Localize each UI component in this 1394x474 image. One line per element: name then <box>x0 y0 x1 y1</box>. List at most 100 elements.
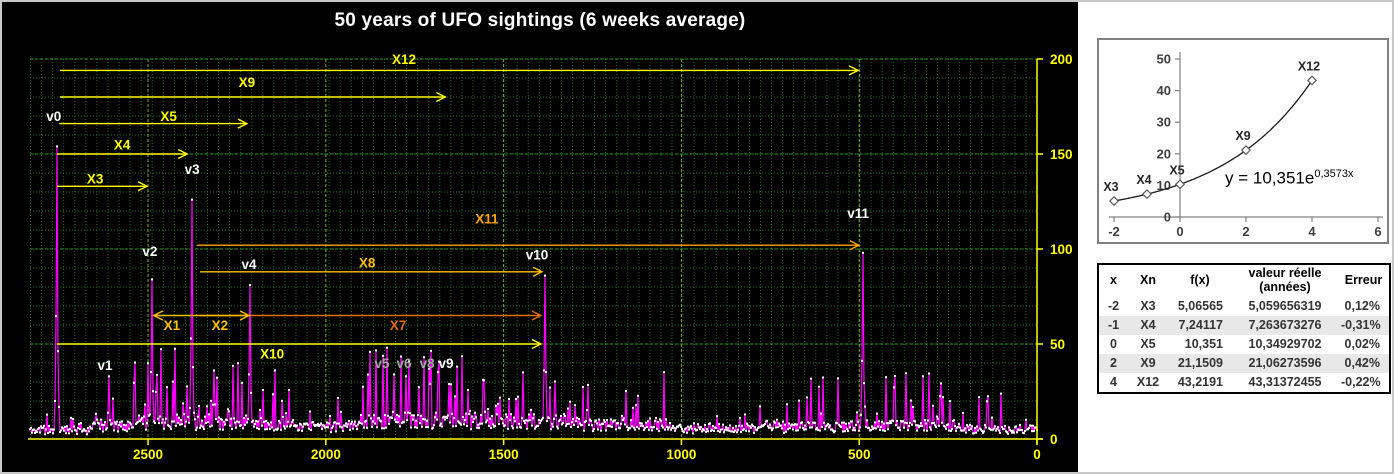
fit-point-X5 <box>1174 179 1186 190</box>
fit-equation: y = 10,351e0,3573x <box>1225 168 1353 189</box>
fit-table-cell-X5-1: X5 <box>1140 337 1156 351</box>
label-v5: v5 <box>375 356 391 371</box>
fit-table-cell-X4-1: X4 <box>1128 315 1168 335</box>
label-v0: v0 <box>46 109 61 124</box>
label-v10: v10 <box>526 248 549 263</box>
fit-table-cell-X4-0: -1 <box>1098 315 1128 335</box>
label-v2: v2 <box>142 244 157 259</box>
arrow-X7 <box>199 310 543 321</box>
label-X12: X12 <box>392 52 416 67</box>
label-X10: X10 <box>260 347 284 362</box>
fit-table-cell-X4-3: 7,263673276 <box>1232 315 1338 335</box>
fit-table-cell-X9-1: X9 <box>1128 353 1168 373</box>
label-X8: X8 <box>359 255 376 270</box>
fit-axes: 0 10 20 30 40 50 -2 0 2 4 6 <box>1108 52 1383 239</box>
arrow-X4 <box>57 148 189 160</box>
x-tick-500: 500 <box>848 447 871 462</box>
fit-x-tick-0: 0 <box>1176 224 1183 239</box>
fit-y-tick-50: 50 <box>1157 52 1171 67</box>
ufo-series-line <box>29 146 1038 436</box>
label-v4: v4 <box>242 257 258 272</box>
label-v8: v8 <box>420 356 436 371</box>
x-tick-2500: 2500 <box>133 447 163 462</box>
fit-table-header-0: x <box>1098 264 1128 297</box>
fit-table-cell-X9-4: 0,42% <box>1338 353 1390 373</box>
fit-table-cell-X3-0: -2 <box>1107 299 1120 313</box>
arrow-X9 <box>59 91 447 103</box>
ufo-chart-plot: 2500 2000 1500 1000 500 00 50 100 150 200 v0 X5 X4 v3… <box>28 52 1073 462</box>
fit-y-tick-40: 40 <box>1157 83 1171 98</box>
label-v3: v3 <box>185 162 201 177</box>
fit-table-cell-X4-2: 7,24117 <box>1168 315 1232 335</box>
fit-table-cell-X4-4: -0,31% <box>1338 315 1390 335</box>
fit-table-cell-X12-2: 43,2191 <box>1177 375 1223 389</box>
label-X3: X3 <box>87 172 104 187</box>
fit-x-tick--2: -2 <box>1108 224 1120 239</box>
fit-table: x Xn f(x) valeur réelle (années) Erreur -2 X3… <box>1097 263 1391 394</box>
y-tick-100: 100 <box>1050 242 1073 257</box>
y-tick-0: 0 <box>1050 432 1058 447</box>
arrow-X12 <box>59 65 860 76</box>
fit-point-label-X3: X3 <box>1103 180 1118 194</box>
label-X5: X5 <box>160 109 177 124</box>
fit-table-cell-X12-4: -0,22% <box>1341 375 1381 389</box>
fit-table-cell-X3-4: 0,12% <box>1344 299 1380 313</box>
fit-equation-exponent: 0,3573x <box>1314 168 1354 180</box>
label-v11: v11 <box>847 206 869 221</box>
fit-table-cell-X3-3: 5,059656319 <box>1248 299 1322 313</box>
annotation-labels: v0 X5 X4 v3 X3 X12 X9 X11 v11 v2 v4 X8 v10 X1 X2 X7 X10 v… <box>46 52 869 373</box>
fit-table-header-2: f(x) <box>1168 264 1232 297</box>
fit-table-head: x Xn f(x) valeur réelle (années) Erreur <box>1098 264 1390 297</box>
y-tick-150: 150 <box>1050 147 1073 162</box>
fit-table-header-row: x Xn f(x) valeur réelle (années) Erreur <box>1098 264 1390 297</box>
fit-table-header-4: Erreur <box>1338 264 1390 297</box>
fit-point-X9 <box>1240 145 1252 156</box>
axes: 2500 2000 1500 1000 500 00 50 100 150 200 <box>28 52 1073 462</box>
fit-table-row-X12: 4 X12 43,2191 43,31372455 -0,22% <box>1098 373 1390 393</box>
label-v1: v1 <box>98 358 114 373</box>
fit-panel: 0 10 20 30 40 50 -2 0 2 4 6 X3 X4 X5 X9 X12 y = 10,351e… <box>1078 2 1392 472</box>
fit-y-tick-30: 30 <box>1157 115 1171 130</box>
fit-y-tick-0: 0 <box>1164 210 1171 225</box>
fit-table-cell-X12-3: 43,31372455 <box>1248 375 1322 389</box>
ufo-series-markers <box>29 145 1038 436</box>
fit-x-tick-6: 6 <box>1374 224 1381 239</box>
fit-table-row-X5: 0 X5 10,351 10,34929702 0,02% <box>1098 335 1390 354</box>
x-tick-1000: 1000 <box>666 447 696 462</box>
label-v6: v6 <box>397 356 413 371</box>
arrow-X1 <box>152 310 251 321</box>
x-tick-1500: 1500 <box>489 447 519 462</box>
ufo-chart-panel: 50 years of UFO sightings (6 weeks avera… <box>2 2 1078 472</box>
fit-point-X3 <box>1108 195 1120 207</box>
fit-table-cell-X5-4: 0,02% <box>1344 337 1380 351</box>
fit-point-label-X12: X12 <box>1298 59 1320 73</box>
chart-title: 50 years of UFO sightings (6 weeks avera… <box>334 10 746 31</box>
label-v9: v9 <box>439 356 454 371</box>
label-X7: X7 <box>390 318 407 333</box>
fit-table-header-1: Xn <box>1128 264 1168 297</box>
fit-x-tick-2: 2 <box>1242 224 1249 239</box>
fit-chart: 0 10 20 30 40 50 -2 0 2 4 6 X3 X4 X5 X9 X12 y = 10,351e… <box>1097 38 1389 244</box>
fit-table-cell-X3-1: X3 <box>1140 299 1156 313</box>
fit-y-tick-20: 20 <box>1157 146 1171 161</box>
arrow-X3 <box>57 181 149 192</box>
fit-table-cell-X5-0: 0 <box>1110 337 1117 351</box>
fit-table-row-X9: 2 X9 21,1509 21,06273596 0,42% <box>1098 353 1390 373</box>
fit-x-tick-4: 4 <box>1308 224 1316 239</box>
fit-table-cell-X12-1: X12 <box>1136 375 1160 389</box>
fit-chart-plot: 0 10 20 30 40 50 -2 0 2 4 6 X3 X4 X5 X9 X12 <box>1103 52 1383 239</box>
fit-points: X3 X4 X5 X9 X12 <box>1103 59 1320 207</box>
x-tick-2000: 2000 <box>311 447 341 462</box>
label-X1: X1 <box>164 318 181 333</box>
fit-table-cell-X9-3: 21,06273596 <box>1232 353 1338 373</box>
fit-point-X4 <box>1141 189 1153 200</box>
fit-table-row-X3: -2 X3 5,06565 5,059656319 0,12% <box>1098 297 1390 316</box>
y-tick-200: 200 <box>1050 52 1073 67</box>
grid <box>30 58 1038 440</box>
fit-point-label-X4: X4 <box>1136 173 1151 187</box>
arrow-X8 <box>199 266 544 277</box>
fit-table-cell-X9-0: 2 <box>1098 353 1128 373</box>
fit-point-X12 <box>1306 75 1318 86</box>
fit-table-header-3: valeur réelle (années) <box>1232 264 1338 297</box>
